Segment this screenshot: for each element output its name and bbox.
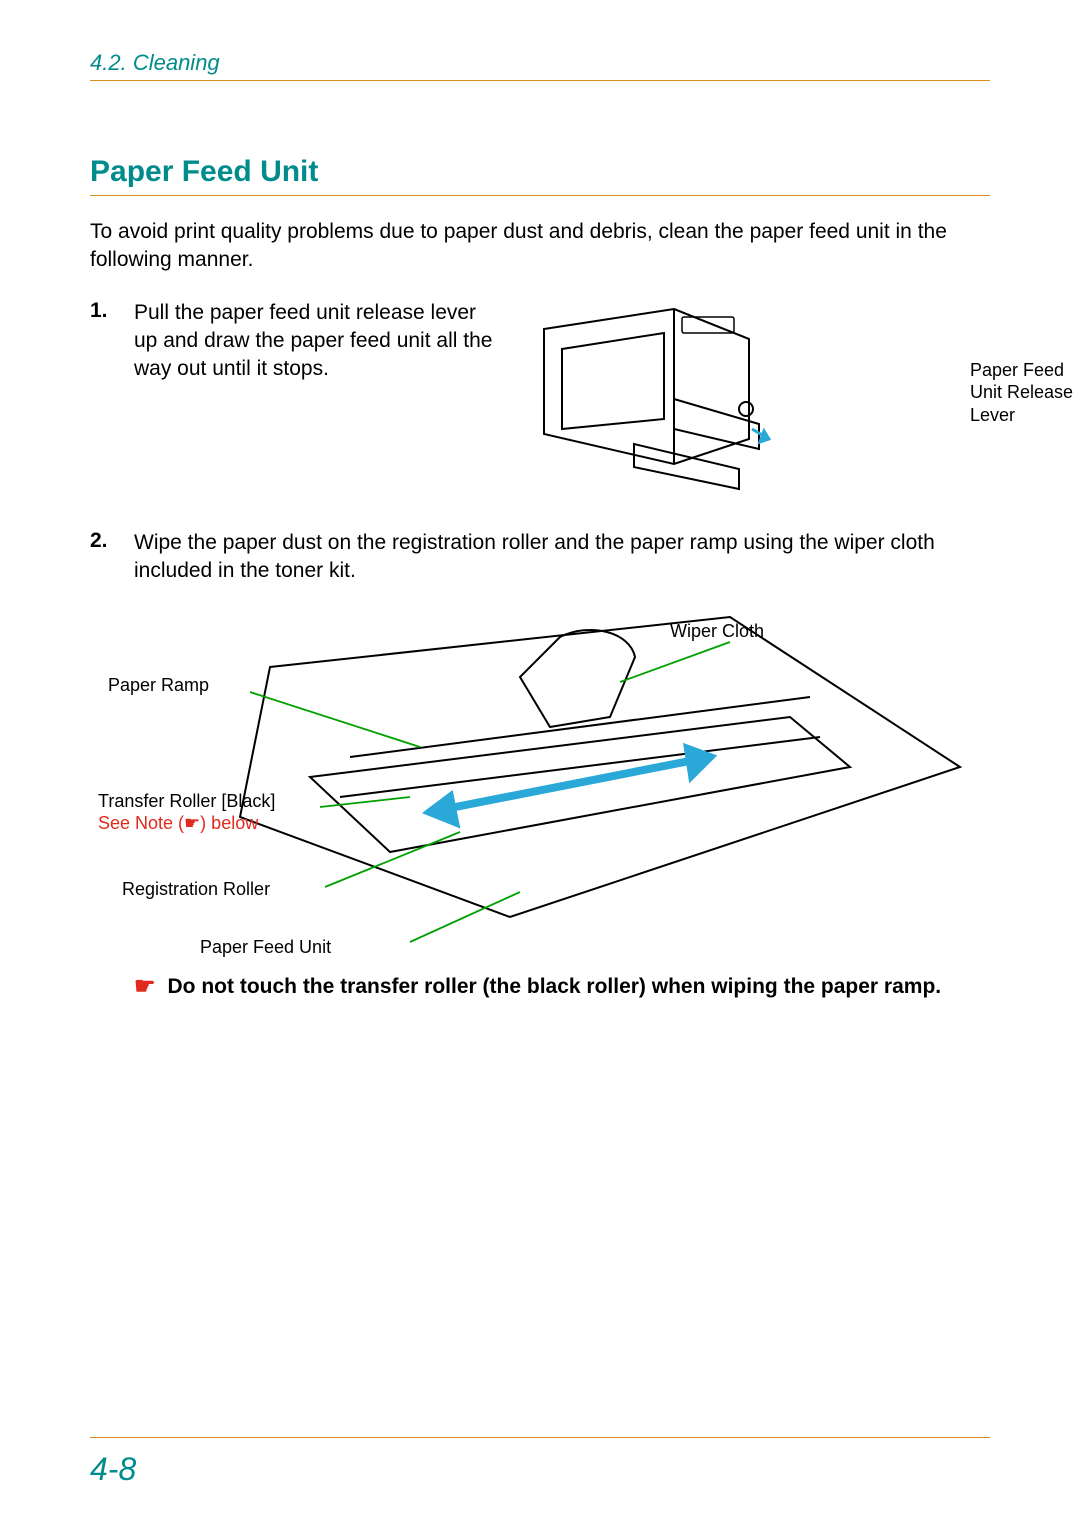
paper-feed-diagram	[90, 597, 990, 957]
title-rule	[90, 195, 990, 196]
step-1-number: 1.	[90, 299, 134, 323]
note-text: Do not touch the transfer roller (the bl…	[168, 975, 942, 999]
step-2-figure: Wiper Cloth Paper Ramp Transfer Roller […	[90, 597, 990, 957]
step-2: 2. Wipe the paper dust on the registrati…	[90, 529, 990, 1000]
step-1-text: Pull the paper feed unit release lever u…	[134, 299, 504, 499]
callout-paper-feed-unit: Paper Feed Unit	[200, 935, 331, 959]
step-2-number: 2.	[90, 529, 134, 586]
section-title: Paper Feed Unit	[90, 155, 990, 200]
intro-paragraph: To avoid print quality problems due to p…	[90, 218, 990, 275]
step-1-figure: Paper Feed Unit Release Lever	[524, 299, 990, 499]
page-container: 4.2. Cleaning Paper Feed Unit To avoid p…	[0, 0, 1080, 1528]
callout-registration-roller: Registration Roller	[122, 877, 270, 901]
step-1: 1. Pull the paper feed unit release leve…	[90, 299, 990, 499]
header-section-number: 4.2.	[90, 50, 127, 75]
running-header: 4.2. Cleaning	[90, 50, 990, 85]
section-title-text: Paper Feed Unit	[90, 155, 318, 188]
page-number: 4-8	[90, 1451, 136, 1488]
printer-diagram	[524, 299, 784, 499]
callout-wiper-cloth: Wiper Cloth	[670, 619, 764, 643]
figure-label-release-lever: Paper Feed Unit Release Lever	[970, 359, 1080, 427]
callout-transfer-roller: Transfer Roller [Black]	[98, 789, 275, 813]
note-icon: ☛	[134, 975, 156, 999]
callout-paper-ramp: Paper Ramp	[108, 673, 209, 697]
footer-rule	[90, 1437, 990, 1438]
step-2-text: Wipe the paper dust on the registration …	[134, 529, 990, 586]
header-section-name: Cleaning	[133, 50, 220, 75]
callout-see-note: See Note (☛) below	[98, 811, 258, 835]
header-rule	[90, 80, 990, 81]
warning-note: ☛ Do not touch the transfer roller (the …	[134, 975, 941, 999]
